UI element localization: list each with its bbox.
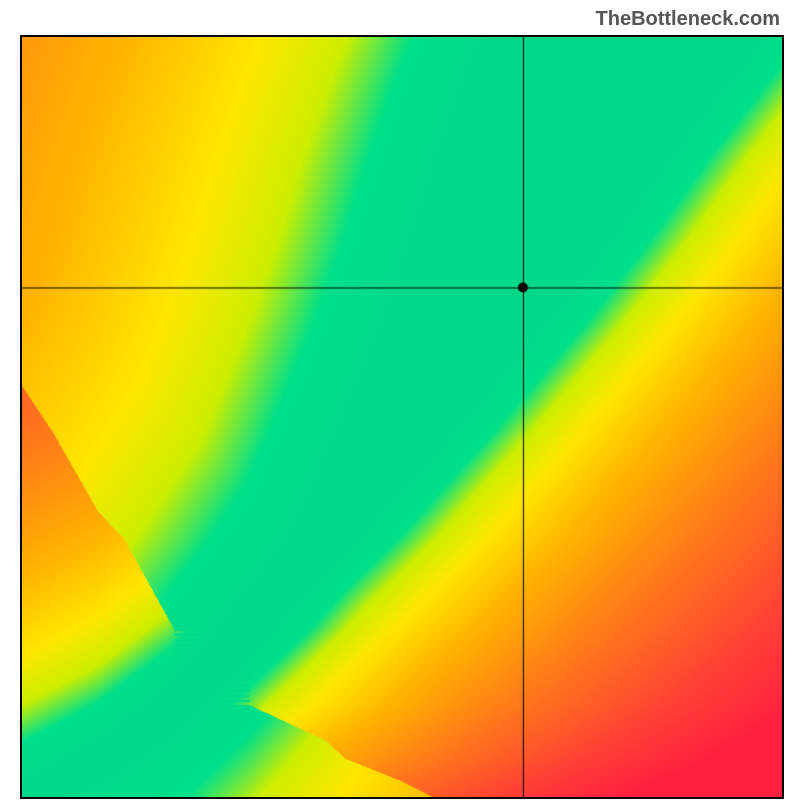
heatmap-canvas (20, 35, 784, 799)
watermark-text: TheBottleneck.com (596, 8, 780, 31)
heatmap-chart (20, 35, 780, 795)
